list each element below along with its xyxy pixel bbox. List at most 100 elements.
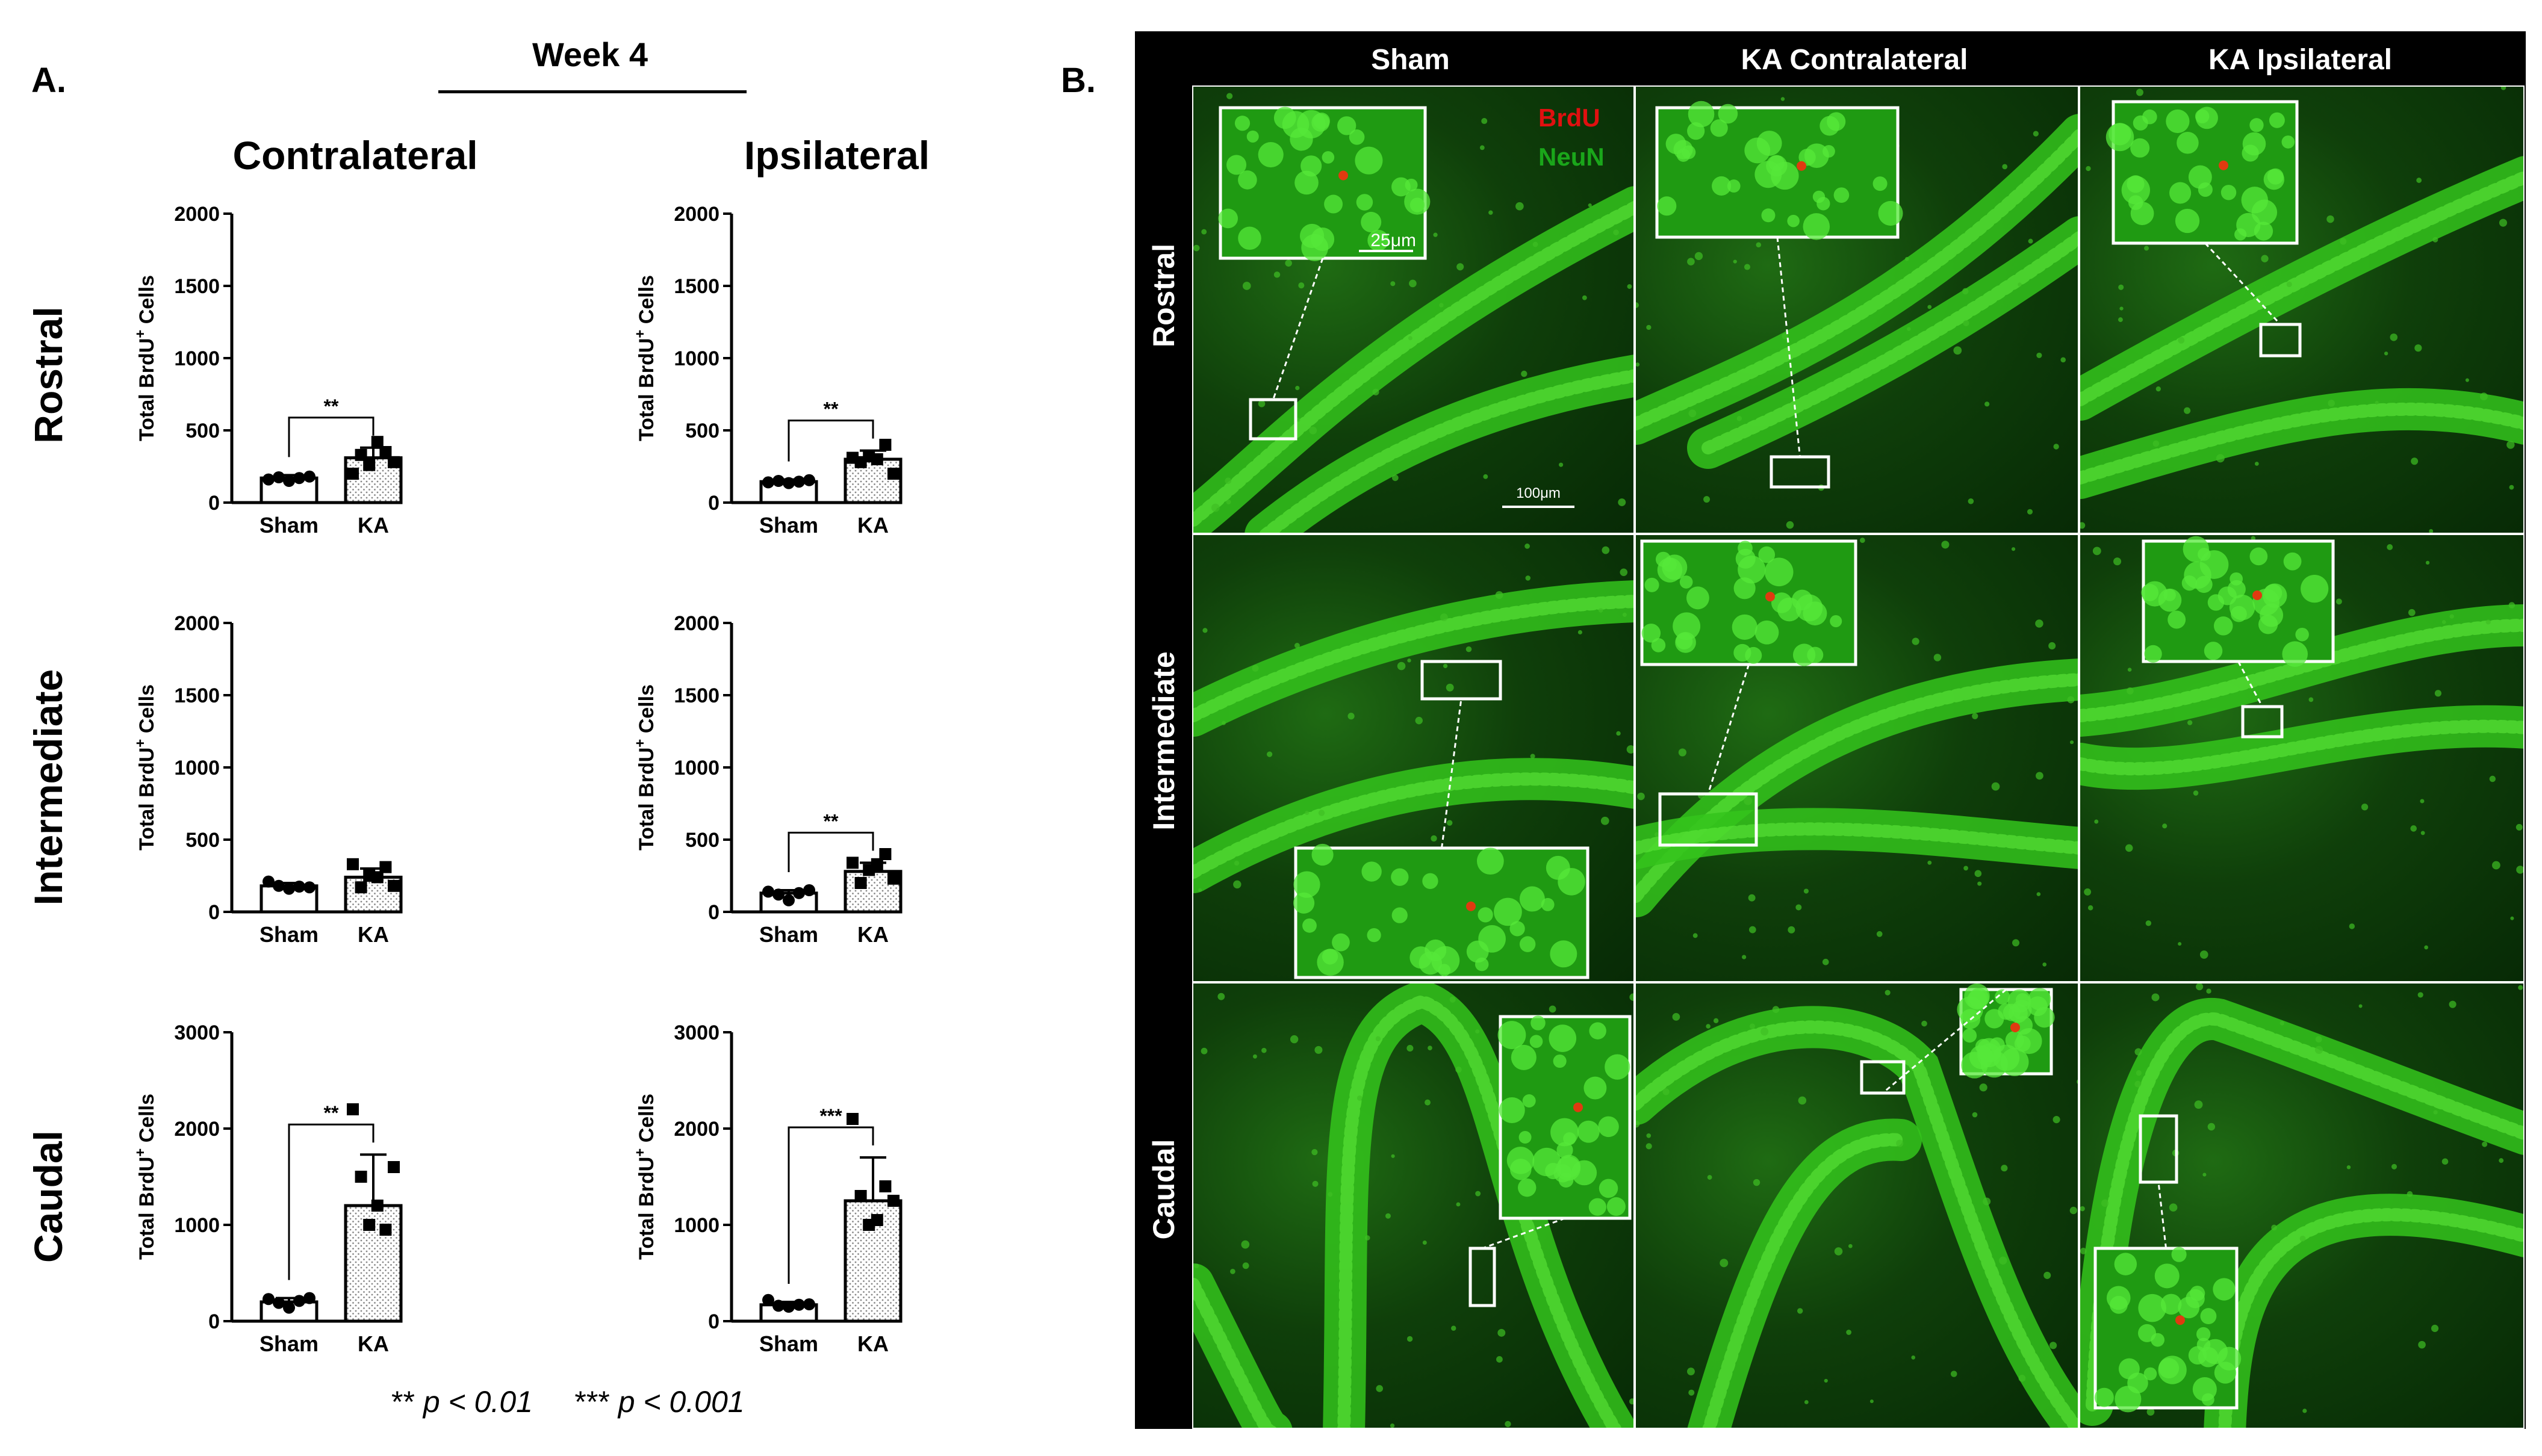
data-point-ka [847, 857, 859, 869]
inset-neun-cell [1756, 131, 1782, 156]
inset-connector-line [1482, 1217, 1566, 1250]
neun-cell [2449, 1000, 2457, 1008]
neun-cell [1451, 1325, 1456, 1331]
significance-label: ** [324, 395, 339, 417]
y-tick-label: 2000 [674, 1118, 719, 1141]
y-axis-label-superscript: + [632, 739, 648, 748]
header-ka-contralateral: KA Contralateral [1741, 44, 1968, 76]
neun-cell [2407, 1191, 2413, 1197]
data-point-sham [293, 472, 305, 485]
neun-cell [1748, 894, 1756, 902]
inset-neun-cell [1718, 104, 1738, 124]
inset-neun-cell [1827, 112, 1846, 131]
inset-neun-cell [2269, 112, 2285, 128]
data-point-sham [762, 476, 774, 489]
neun-cell [1201, 229, 1207, 235]
neun-cell [2271, 1224, 2277, 1231]
neun-cell [2416, 178, 2422, 183]
inset-neun-cell [1509, 921, 1525, 937]
neun-cell [2390, 333, 2398, 341]
neun-cell-layer [2204, 1194, 2523, 1428]
neun-cell [1559, 462, 1564, 467]
inset-neun-cell [2251, 199, 2278, 226]
neun-cell [2002, 164, 2008, 170]
neun-cell [2417, 992, 2423, 998]
bar-ka [844, 457, 903, 504]
inset-neun-cell [1511, 1044, 1537, 1070]
data-point-sham [283, 1301, 295, 1314]
x-tick-label: Sham [759, 513, 818, 537]
inset-neun-cell [2227, 580, 2246, 598]
chart-intermediate-ipsilateral: 0 500 1000 1500 2000 Total BrdU+ Cells Sham KA *… [632, 612, 903, 947]
neun-cell [1449, 996, 1456, 1003]
inset-neun-cell [1419, 951, 1442, 975]
neun-cell [2500, 87, 2506, 90]
neun-cell [1876, 931, 1883, 937]
y-axis-label: Total BrdU+ Cells [632, 275, 658, 441]
neun-cell [1376, 1385, 1384, 1392]
data-point-ka [854, 1190, 867, 1202]
neun-cell [2092, 547, 2101, 556]
header-sham: Sham [1371, 44, 1450, 76]
neun-cell [2136, 1070, 2142, 1076]
inset-neun-cell [2166, 109, 2190, 134]
neun-cell [1309, 426, 1317, 435]
neun-cell [2053, 444, 2059, 450]
neun-cell [1999, 1256, 2007, 1265]
inset-neun-cell [1299, 223, 1325, 249]
neun-cell [1194, 1263, 1199, 1269]
y-tick-label: 0 [708, 901, 719, 924]
neun-cell [1984, 401, 1990, 407]
inset-neun-cell [1238, 226, 1261, 250]
neun-cell [1688, 409, 1697, 418]
neun-cell [2094, 819, 2099, 824]
inset-neun-cell [2034, 1006, 2055, 1028]
neun-cell [1298, 282, 1305, 289]
inset-neun-cell [2213, 616, 2233, 636]
neun-cell [2411, 457, 2419, 465]
neun-cell [1616, 731, 1621, 736]
neun-cell [1736, 416, 1742, 421]
neun-cell [1242, 1262, 1249, 1269]
neun-cell [1193, 244, 1200, 252]
neun-cell [1497, 1328, 1506, 1337]
neun-cell [1328, 1192, 1333, 1197]
neun-cell [1706, 1024, 1711, 1029]
inset-neun-cell [1519, 886, 1545, 912]
neun-cell-texture [1193, 595, 1633, 722]
y-axis-label: Total BrdU+ Cells [132, 1094, 158, 1260]
neun-cell [2516, 866, 2523, 874]
neun-cell [1428, 1046, 1432, 1050]
neun-cell [1846, 1330, 1851, 1335]
neun-cell [2499, 1158, 2504, 1163]
neun-cell [2048, 642, 2056, 649]
inset-neun-cell [1476, 847, 1504, 875]
neun-cell [2485, 619, 2491, 625]
data-point-sham [772, 475, 785, 487]
region-of-interest-box [1468, 1247, 1496, 1307]
neun-cell [1602, 546, 1610, 554]
neun-cell [1645, 1143, 1652, 1150]
x-tick-label: Sham [259, 1331, 319, 1356]
y-axis-label-suffix: Cells [135, 1094, 158, 1148]
inset-connector-line [1272, 258, 1324, 400]
inset-neun-cell [1598, 1116, 1619, 1138]
inset-neun-cell [1962, 1028, 1977, 1043]
data-point-sham [772, 1300, 785, 1312]
neun-cell [2018, 1375, 2026, 1382]
neun-cell [2036, 352, 2042, 358]
x-tick-label: KA [857, 1331, 889, 1356]
neun-cell [1258, 400, 1266, 407]
neun-cell [1991, 782, 2000, 791]
neun-cell [2067, 696, 2075, 704]
inset-neun-cell [1478, 907, 1493, 923]
inset-neun-cell [2195, 109, 2210, 124]
neun-cell [1636, 302, 1639, 308]
panel-a-label: A. [31, 61, 66, 100]
data-point-ka [388, 1161, 400, 1173]
neun-cell [1211, 503, 1220, 512]
data-point-ka [388, 879, 400, 892]
neun-cell [1524, 544, 1530, 549]
inset-neun-cell [1732, 614, 1757, 640]
neun-cell [1780, 97, 1785, 101]
